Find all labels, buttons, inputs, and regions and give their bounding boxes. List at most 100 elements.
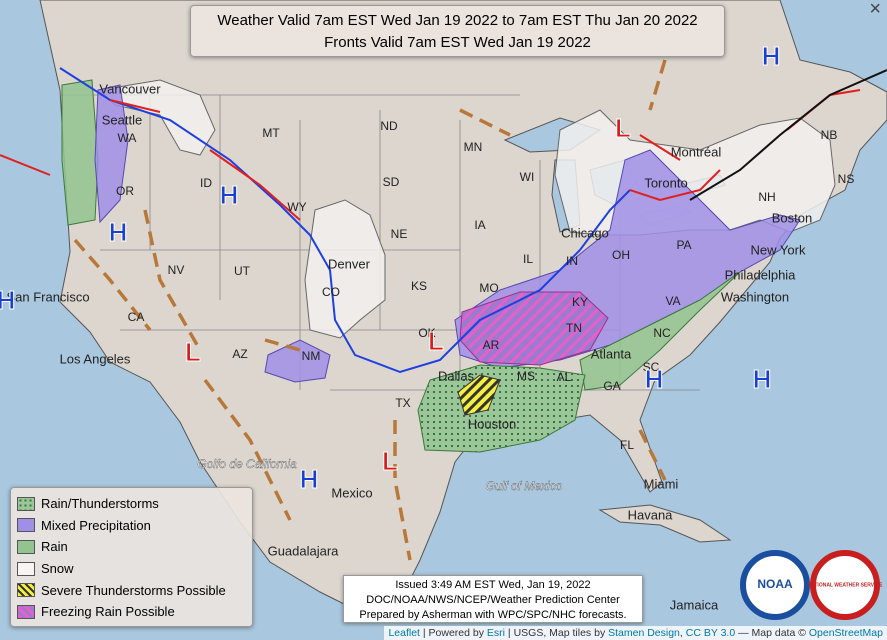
legend-item: Severe Thunderstorms Possible bbox=[17, 579, 246, 601]
state-label: NV bbox=[168, 263, 185, 277]
legend-label: Rain/Thunderstorms bbox=[41, 496, 159, 512]
state-label: PA bbox=[676, 238, 691, 252]
attribution-link[interactable]: Stamen Design bbox=[608, 627, 680, 639]
attribution-link[interactable]: OpenStreetMap bbox=[808, 627, 883, 639]
city-label: Atlanta bbox=[591, 346, 632, 361]
high-pressure: H bbox=[0, 285, 15, 315]
legend-item: Rain bbox=[17, 536, 246, 558]
high-pressure: H bbox=[109, 217, 128, 247]
legend-swatch bbox=[17, 604, 35, 619]
legend-swatch bbox=[17, 496, 35, 511]
cuba bbox=[598, 504, 732, 543]
legend-label: Freezing Rain Possible bbox=[41, 604, 175, 620]
logo bbox=[740, 550, 810, 620]
city-label: Miami bbox=[644, 476, 679, 491]
issued-line: Prepared by Asherman with WPC/SPC/NHC fo… bbox=[359, 609, 627, 621]
title-box: Weather Valid 7am EST Wed Jan 19 2022 to… bbox=[190, 5, 725, 57]
high-pressure: H bbox=[645, 364, 664, 394]
state-label: AR bbox=[483, 338, 500, 352]
city-label: Chicago bbox=[561, 225, 609, 240]
mixed-area bbox=[94, 84, 129, 224]
high-pressure: H bbox=[762, 41, 781, 71]
state-label: ID bbox=[200, 176, 212, 190]
state-label: IN bbox=[566, 254, 578, 268]
warm-front bbox=[0, 89, 861, 221]
close-button[interactable]: × bbox=[869, 0, 881, 20]
state-label: ND bbox=[380, 119, 398, 133]
city-label: Los Angeles bbox=[60, 351, 131, 366]
state-label: KY bbox=[572, 295, 588, 309]
logo bbox=[810, 550, 880, 620]
water-label: Gulf of Mexico bbox=[486, 479, 563, 493]
state-label: MS bbox=[517, 369, 535, 383]
attribution-text: | Powered by bbox=[419, 627, 487, 639]
city-label: Vancouver bbox=[99, 81, 161, 96]
city-label: Seattle bbox=[102, 112, 142, 127]
title-line: Weather Valid 7am EST Wed Jan 19 2022 to… bbox=[217, 12, 698, 29]
city-label: Guadalajara bbox=[268, 543, 340, 558]
logo-text: NATIONAL WEATHER SERVICE bbox=[808, 582, 884, 588]
state-label: MO bbox=[479, 281, 498, 295]
state-label: OH bbox=[612, 248, 630, 262]
freezing-rain-area bbox=[459, 291, 609, 366]
state-label: WI bbox=[520, 170, 535, 184]
rain-thunder-area bbox=[417, 364, 586, 453]
severe-area bbox=[457, 374, 501, 416]
state-label: KS bbox=[411, 279, 427, 293]
attribution-link[interactable]: Esri bbox=[486, 627, 506, 639]
trough bbox=[73, 59, 667, 561]
title-line: Fronts Valid 7am EST Wed Jan 19 2022 bbox=[324, 34, 591, 51]
state-label: NB bbox=[821, 128, 838, 142]
legend-swatch bbox=[17, 561, 35, 576]
high-pressure: H bbox=[220, 180, 239, 210]
state-label: CA bbox=[128, 310, 145, 324]
state-label: MT bbox=[262, 126, 280, 140]
low-pressure: L bbox=[185, 337, 201, 367]
state-label: TX bbox=[395, 396, 410, 410]
legend-item: Freezing Rain Possible bbox=[17, 601, 246, 623]
state-label: IL bbox=[523, 252, 533, 266]
city-label: Mexico bbox=[331, 485, 372, 500]
state-label: MN bbox=[464, 140, 483, 154]
attribution-link[interactable]: Leaflet bbox=[388, 627, 420, 639]
legend: Rain/Thunderstorms Mixed Precipitation Rai… bbox=[10, 487, 253, 627]
legend-label: Snow bbox=[41, 561, 74, 577]
state-label: UT bbox=[234, 264, 251, 278]
cold-front bbox=[59, 67, 631, 374]
legend-item: Rain/Thunderstorms bbox=[17, 493, 246, 515]
snow-area bbox=[98, 79, 216, 156]
attribution: Leaflet | Powered by Esri | USGS, Map ti… bbox=[384, 626, 887, 640]
city-label: Boston bbox=[772, 210, 812, 225]
state-label: TN bbox=[566, 321, 582, 335]
city-label: New York bbox=[751, 242, 806, 257]
state-label: IA bbox=[474, 218, 485, 232]
state-label: NC bbox=[653, 326, 671, 340]
state-label: OR bbox=[116, 184, 134, 198]
state-label: NS bbox=[838, 172, 855, 186]
attribution-text: , bbox=[679, 627, 686, 639]
high-pressure: H bbox=[300, 464, 319, 494]
state-label: NM bbox=[302, 349, 321, 363]
legend-swatch bbox=[17, 583, 35, 598]
state-label: SC bbox=[643, 360, 660, 374]
attribution-text: — Map data © bbox=[735, 627, 809, 639]
state-label: AL bbox=[557, 370, 572, 384]
state-label: VA bbox=[665, 294, 680, 308]
state-label: OK bbox=[418, 326, 435, 340]
city-label: Dallas bbox=[438, 368, 475, 383]
legend-item: Mixed Precipitation bbox=[17, 515, 246, 537]
state-label: WA bbox=[118, 131, 137, 145]
legend-swatch bbox=[17, 539, 35, 554]
rain-area bbox=[579, 271, 741, 391]
mixed-area bbox=[264, 339, 331, 383]
state-label: GA bbox=[603, 379, 620, 393]
city-label: San Francisco bbox=[6, 289, 89, 304]
issued-line: DOC/NOAA/NWS/NCEP/Weather Prediction Cen… bbox=[366, 594, 620, 606]
attribution-link[interactable]: CC BY 3.0 bbox=[685, 627, 736, 639]
low-pressure: L bbox=[615, 113, 631, 143]
legend-label: Severe Thunderstorms Possible bbox=[41, 582, 226, 598]
logo-text: NOAA bbox=[757, 577, 793, 591]
legend-label: Rain bbox=[41, 539, 68, 555]
